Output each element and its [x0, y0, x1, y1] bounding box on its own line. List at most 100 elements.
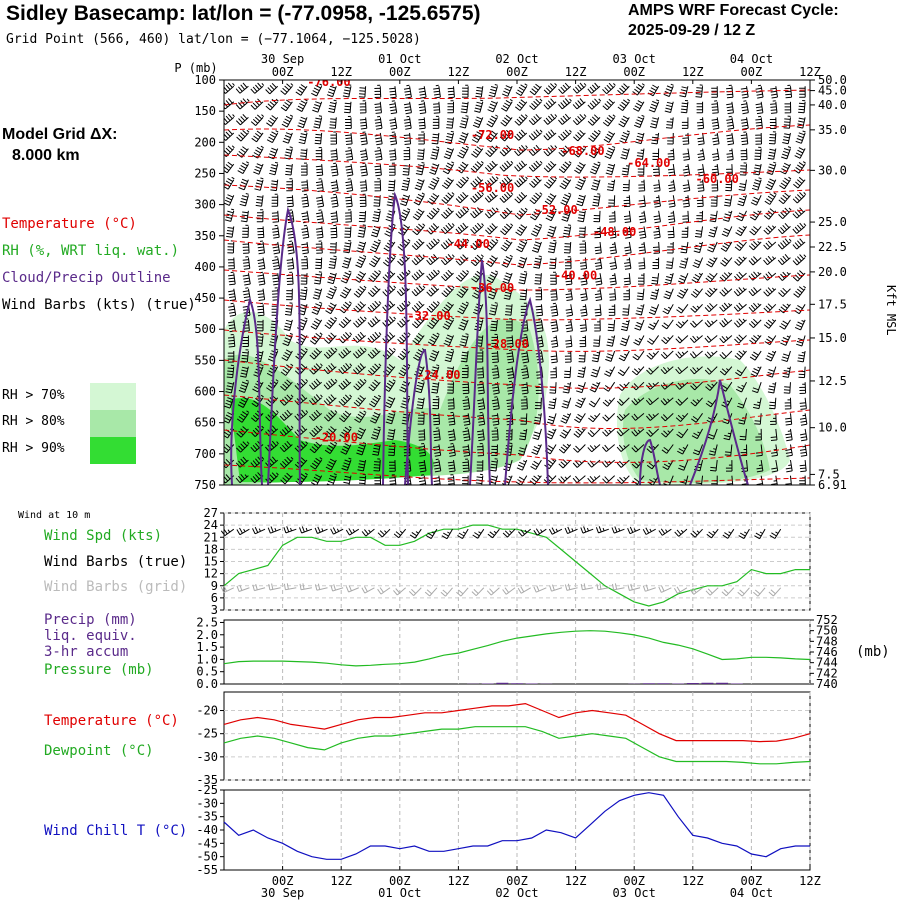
wind-barb: [594, 304, 602, 317]
wind-barb: [237, 161, 250, 175]
wind-barb: [456, 176, 470, 189]
wind-barb: [564, 351, 572, 363]
wind-barb: [660, 412, 674, 422]
wind-barb: [692, 444, 704, 456]
wind-barb: [793, 304, 806, 315]
wind-barb: [733, 287, 747, 297]
temperature-contour-label: -32.00: [407, 309, 450, 323]
wind-barb: [462, 444, 471, 457]
wind-barb: [691, 428, 704, 440]
legend-wind-chill: Wind Chill T (°C): [44, 823, 188, 839]
surface-wind-barb-true: [595, 526, 609, 534]
wind-barb: [484, 191, 498, 203]
wind-barb: [251, 130, 264, 143]
wind-barb: [485, 130, 498, 143]
wind-barb: [418, 86, 427, 99]
cloud-outline: [404, 348, 433, 485]
wind-barb: [602, 475, 616, 484]
wind-barb: [763, 303, 777, 313]
legend-rh70-label: RH > 70%: [2, 388, 65, 403]
wind-barb: [353, 379, 367, 391]
bottom-date-label: 01 Oct: [378, 886, 421, 900]
wind-barb: [587, 459, 601, 468]
wind-barb: [477, 397, 486, 411]
wind-barb: [619, 130, 630, 144]
wind-barb: [534, 397, 542, 410]
wind-barb: [619, 335, 630, 347]
wind-barb: [299, 148, 308, 160]
surface-wind-barb-true: [283, 526, 297, 534]
wind-barb: [418, 443, 426, 457]
wind-barb: [385, 411, 396, 425]
wind-barb: [367, 300, 382, 313]
kft-tick-label: 40.0: [818, 98, 847, 112]
wind-barb: [530, 459, 542, 470]
temperature-contour: [224, 429, 810, 463]
wind-barb: [471, 130, 484, 143]
wind-barb: [620, 148, 630, 160]
wind-barb: [426, 301, 440, 313]
wind-barb: [793, 285, 807, 298]
wind-barb: [279, 425, 294, 437]
wind-barb: [784, 397, 792, 410]
surface-wind-barb-grid: [377, 587, 391, 595]
wind-barb: [235, 82, 249, 94]
wind-barb: [476, 366, 485, 379]
wind-barb: [638, 210, 647, 224]
wind-barb: [667, 148, 675, 161]
wind-barb: [563, 366, 572, 379]
surface-wind-barb-grid: [768, 587, 782, 597]
wind-barb: [227, 351, 235, 363]
pressure-tick-right-label: 742: [816, 666, 838, 680]
surface-wind-barb-true: [690, 528, 703, 538]
pressure-tick-label: 550: [194, 353, 216, 367]
surface-wind-barb-grid: [502, 587, 516, 595]
upper-air-panel: -76.00 -72.00 -68.00 -64.00 -60.00 -56.00 -52.…: [174, 61, 898, 492]
wind-barb: [602, 444, 615, 452]
wind-barb: [620, 319, 630, 332]
wind-barb: [269, 161, 279, 176]
precip-bar: [657, 683, 670, 684]
wind-barb: [778, 207, 792, 220]
wind-barb: [397, 269, 411, 281]
wind-barb: [573, 444, 586, 453]
wind-barb: [529, 83, 542, 96]
surface-wind-barb-true: [487, 528, 500, 539]
wind-barb: [239, 193, 249, 207]
surface-wind-barb-true: [345, 528, 360, 536]
wind-barb: [323, 378, 338, 390]
wind-barb: [418, 131, 425, 145]
wind-barb: [572, 459, 586, 468]
pressure-tick-label: 100: [194, 73, 216, 87]
wind-barb: [280, 83, 294, 95]
wind-barb: [799, 397, 807, 410]
legend-dewpoint: Dewpoint (°C): [44, 743, 154, 759]
wind-barb: [418, 428, 426, 441]
wind-barb: [528, 129, 543, 141]
wind-barb: [354, 410, 367, 423]
wind-barb: [316, 195, 325, 208]
wind-barb: [330, 148, 338, 161]
wind-barb: [696, 117, 705, 130]
wind-barb: [575, 177, 587, 191]
surface-wind-barb-true: [393, 528, 407, 539]
wind-barb: [272, 256, 281, 270]
surface-wind-barb-true: [472, 528, 485, 539]
wind-barb: [763, 225, 777, 235]
surface-wind-barb-grid: [737, 587, 750, 597]
bottom-date-label: 04 Oct: [730, 886, 773, 900]
wind-barb: [770, 86, 778, 99]
pressure-axis-label: P (mb): [174, 61, 217, 75]
wind-barb: [711, 86, 718, 98]
wind-barb: [690, 288, 703, 298]
wind-barb: [459, 333, 469, 347]
wind-barb: [782, 132, 791, 145]
wind-barb: [224, 395, 235, 409]
wind-barb: [418, 474, 427, 485]
wind-barb: [665, 117, 674, 129]
wind-barb: [588, 413, 601, 423]
wind-barb: [456, 161, 469, 174]
upper-clip-group: -76.00 -72.00 -68.00 -64.00 -60.00 -56.00 -52.…: [224, 80, 810, 485]
wind-barb: [794, 319, 806, 331]
wind-barb: [719, 272, 733, 282]
